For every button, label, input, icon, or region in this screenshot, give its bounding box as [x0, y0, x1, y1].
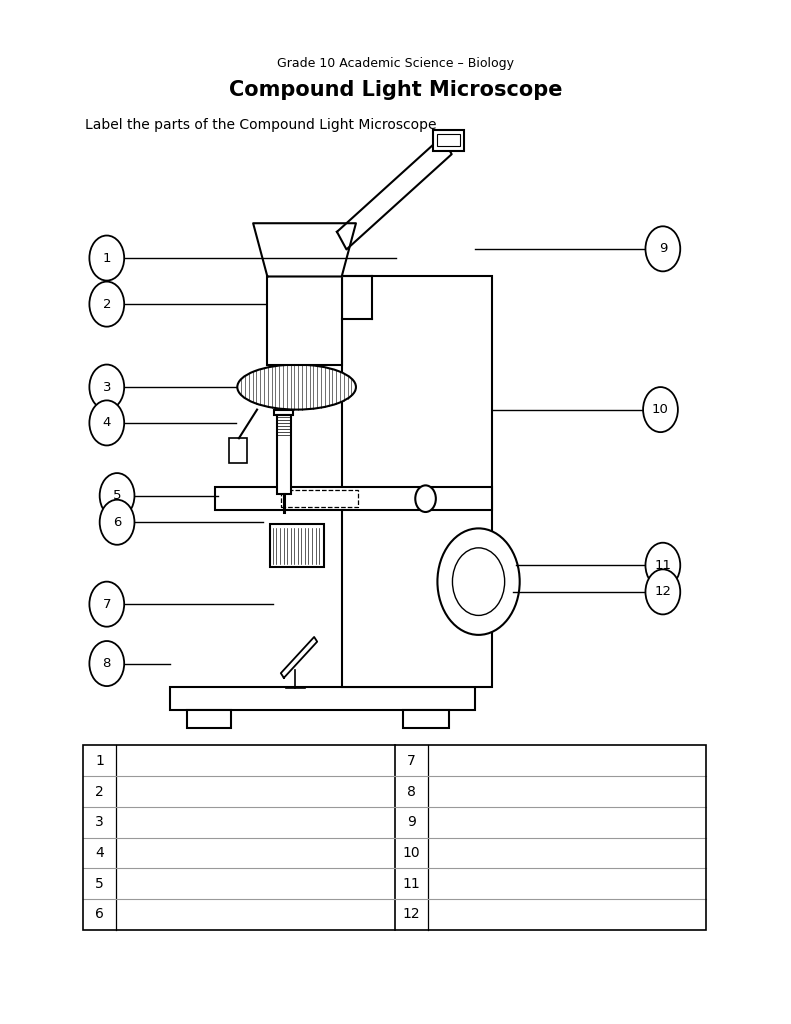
Text: 10: 10 [403, 846, 420, 860]
Circle shape [89, 365, 124, 410]
Text: 7: 7 [103, 598, 111, 610]
Text: 12: 12 [403, 907, 420, 922]
Text: 1: 1 [95, 754, 104, 768]
Circle shape [89, 282, 124, 327]
Text: 2: 2 [95, 784, 104, 799]
Text: 8: 8 [103, 657, 111, 670]
Bar [433, 130, 464, 151]
Text: 2: 2 [103, 298, 111, 310]
Bar [403, 710, 449, 728]
Bar [83, 745, 706, 930]
Circle shape [415, 485, 436, 512]
Bar [170, 687, 475, 710]
Circle shape [89, 582, 124, 627]
Bar [281, 490, 358, 507]
Circle shape [643, 387, 678, 432]
Text: 7: 7 [407, 754, 416, 768]
Text: 9: 9 [659, 243, 667, 255]
Text: 6: 6 [95, 907, 104, 922]
Text: 10: 10 [652, 403, 669, 416]
Bar [267, 276, 342, 365]
Circle shape [437, 528, 520, 635]
Ellipse shape [237, 365, 356, 410]
Text: 11: 11 [654, 559, 672, 571]
Circle shape [100, 473, 134, 518]
Text: 8: 8 [407, 784, 416, 799]
Text: Grade 10 Academic Science – Biology: Grade 10 Academic Science – Biology [277, 57, 514, 70]
Polygon shape [253, 223, 356, 276]
Text: 3: 3 [95, 815, 104, 829]
Text: Compound Light Microscope: Compound Light Microscope [229, 80, 562, 100]
Text: Label the parts of the Compound Light Microscope: Label the parts of the Compound Light Mi… [85, 118, 436, 132]
Bar [277, 415, 291, 494]
Circle shape [89, 236, 124, 281]
Text: 1: 1 [103, 252, 111, 264]
Text: 9: 9 [407, 815, 416, 829]
Text: 12: 12 [654, 586, 672, 598]
Circle shape [89, 400, 124, 445]
Circle shape [645, 543, 680, 588]
Text: 5: 5 [95, 877, 104, 891]
Circle shape [100, 500, 134, 545]
Text: 4: 4 [95, 846, 104, 860]
Bar [270, 524, 324, 567]
Text: 5: 5 [113, 489, 121, 502]
Circle shape [645, 569, 680, 614]
Polygon shape [337, 136, 452, 250]
Circle shape [89, 641, 124, 686]
Text: 6: 6 [113, 516, 121, 528]
Bar [437, 134, 460, 146]
Circle shape [645, 226, 680, 271]
Bar [215, 487, 492, 510]
Text: 11: 11 [403, 877, 420, 891]
Bar [187, 710, 231, 728]
Bar [229, 438, 247, 463]
Text: 3: 3 [103, 381, 111, 393]
Bar [274, 410, 293, 415]
Bar [342, 276, 492, 687]
Text: 4: 4 [103, 417, 111, 429]
Polygon shape [281, 637, 317, 678]
